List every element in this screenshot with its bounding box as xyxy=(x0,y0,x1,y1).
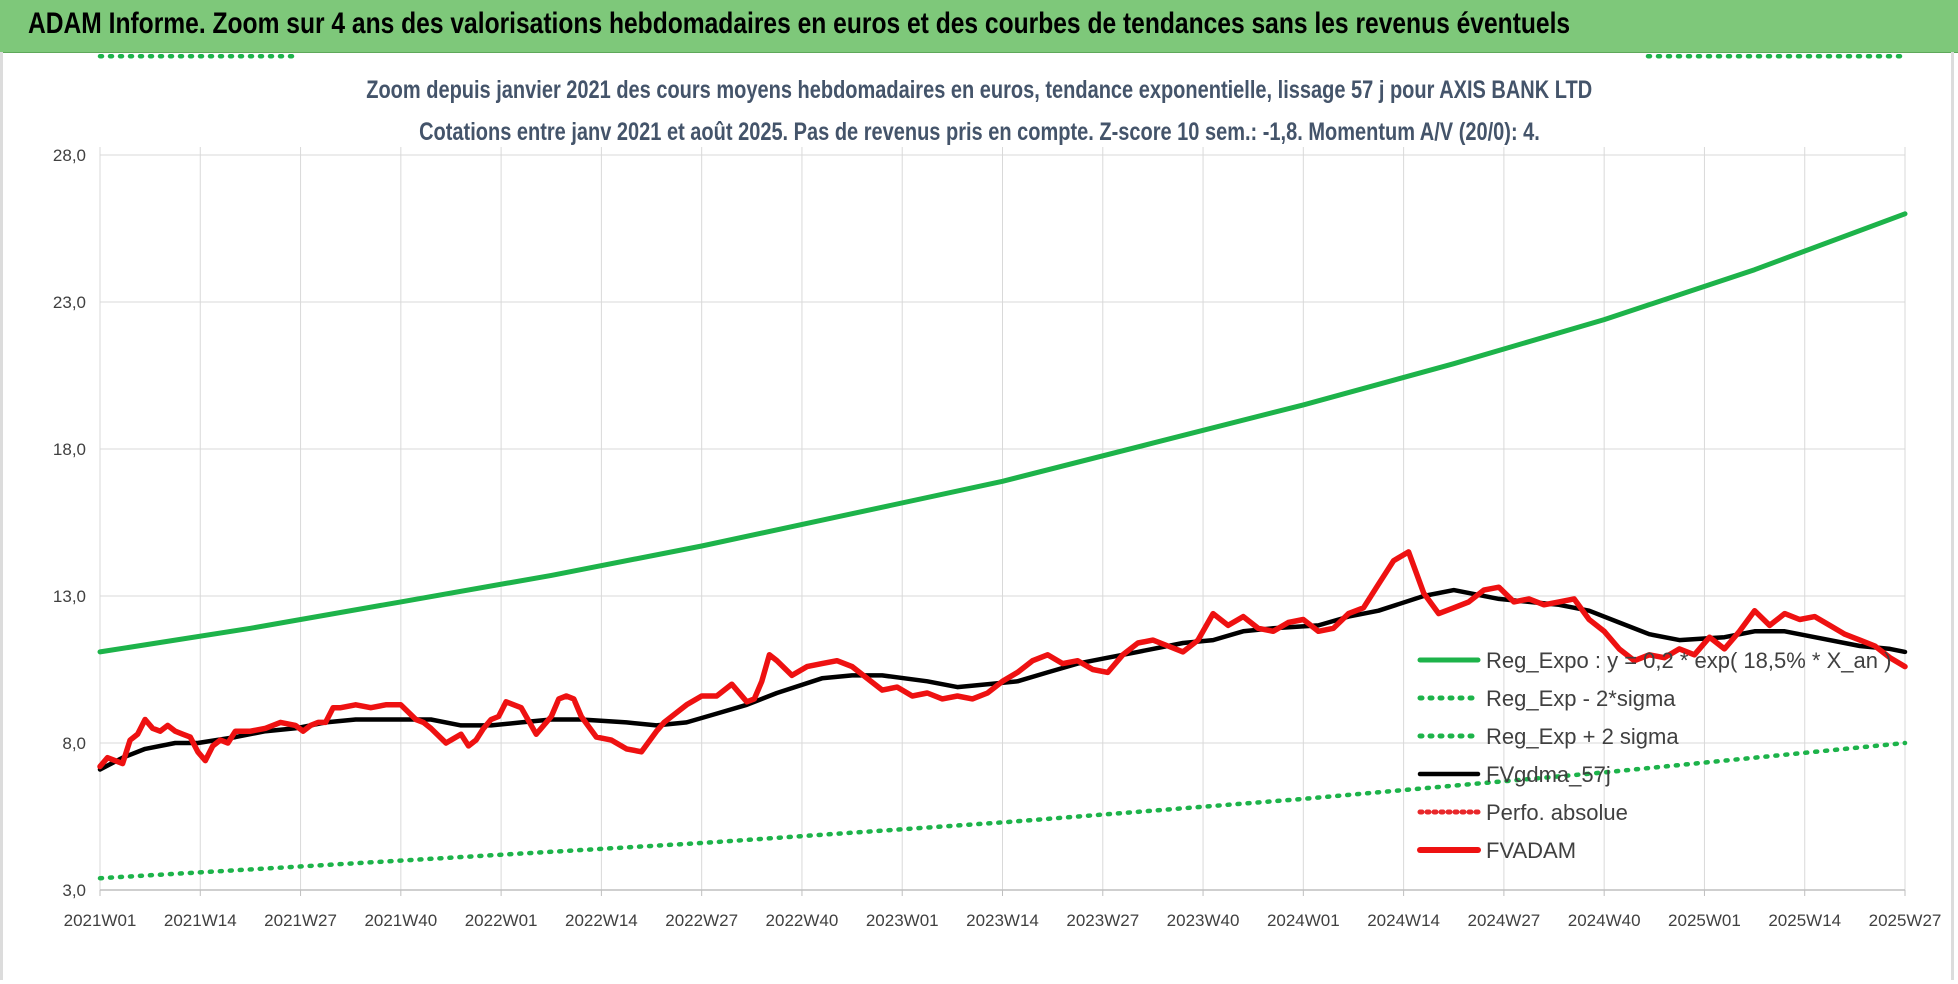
y-tick-label: 8,0 xyxy=(62,734,86,753)
legend-label: FVADAM xyxy=(1486,838,1576,863)
x-tick-label: 2025W27 xyxy=(1869,911,1942,930)
chart-subtitle-wrap: Cotations entre janv 2021 et août 2025. … xyxy=(0,118,1958,147)
x-tick-label: 2024W14 xyxy=(1367,911,1440,930)
legend-label: Perfo. absolue xyxy=(1486,800,1628,825)
x-tick-label: 2024W27 xyxy=(1467,911,1540,930)
x-tick-label: 2021W40 xyxy=(364,911,437,930)
legend-label: Reg_Exp - 2*sigma xyxy=(1486,686,1676,711)
x-tick-label: 2021W14 xyxy=(164,911,237,930)
y-tick-label: 18,0 xyxy=(53,440,86,459)
legend-label: Reg_Exp + 2 sigma xyxy=(1486,724,1679,749)
x-tick-label: 2025W01 xyxy=(1668,911,1741,930)
x-tick-label: 2021W27 xyxy=(264,911,337,930)
x-tick-label: 2023W40 xyxy=(1167,911,1240,930)
y-tick-label: 28,0 xyxy=(53,146,86,165)
banner-title: ADAM Informe. Zoom sur 4 ans des valoris… xyxy=(28,7,1571,40)
y-tick-label: 13,0 xyxy=(53,587,86,606)
reg-expo-line xyxy=(97,211,1908,655)
x-tick-label: 2023W14 xyxy=(966,911,1039,930)
legend-label: FVgdma_57j xyxy=(1486,762,1611,787)
chart-frame xyxy=(0,52,1954,980)
title-banner: ADAM Informe. Zoom sur 4 ans des valoris… xyxy=(0,0,1958,53)
chart-title-wrap: Zoom depuis janvier 2021 des cours moyen… xyxy=(0,76,1958,105)
x-tick-label: 2022W14 xyxy=(565,911,638,930)
x-tick-label: 2024W01 xyxy=(1267,911,1340,930)
chart-title: Zoom depuis janvier 2021 des cours moyen… xyxy=(366,76,1592,104)
legend-label: Reg_Expo : y = 0,2 * exp( 18,5% * X_an ) xyxy=(1486,648,1891,673)
fvadam-line xyxy=(97,549,1908,770)
x-tick-label: 2022W27 xyxy=(665,911,738,930)
x-tick-label: 2023W27 xyxy=(1066,911,1139,930)
chart-subtitle: Cotations entre janv 2021 et août 2025. … xyxy=(418,118,1540,146)
x-tick-label: 2023W01 xyxy=(866,911,939,930)
x-tick-label: 2022W40 xyxy=(766,911,839,930)
y-tick-label: 3,0 xyxy=(62,881,86,900)
fvgdma-line xyxy=(97,587,1908,772)
x-tick-label: 2022W01 xyxy=(465,911,538,930)
x-tick-label: 2025W14 xyxy=(1768,911,1841,930)
x-tick-label: 2021W01 xyxy=(64,911,137,930)
sigma-minus-line xyxy=(97,740,1908,881)
y-tick-label: 23,0 xyxy=(53,293,86,312)
x-tick-label: 2024W40 xyxy=(1568,911,1641,930)
